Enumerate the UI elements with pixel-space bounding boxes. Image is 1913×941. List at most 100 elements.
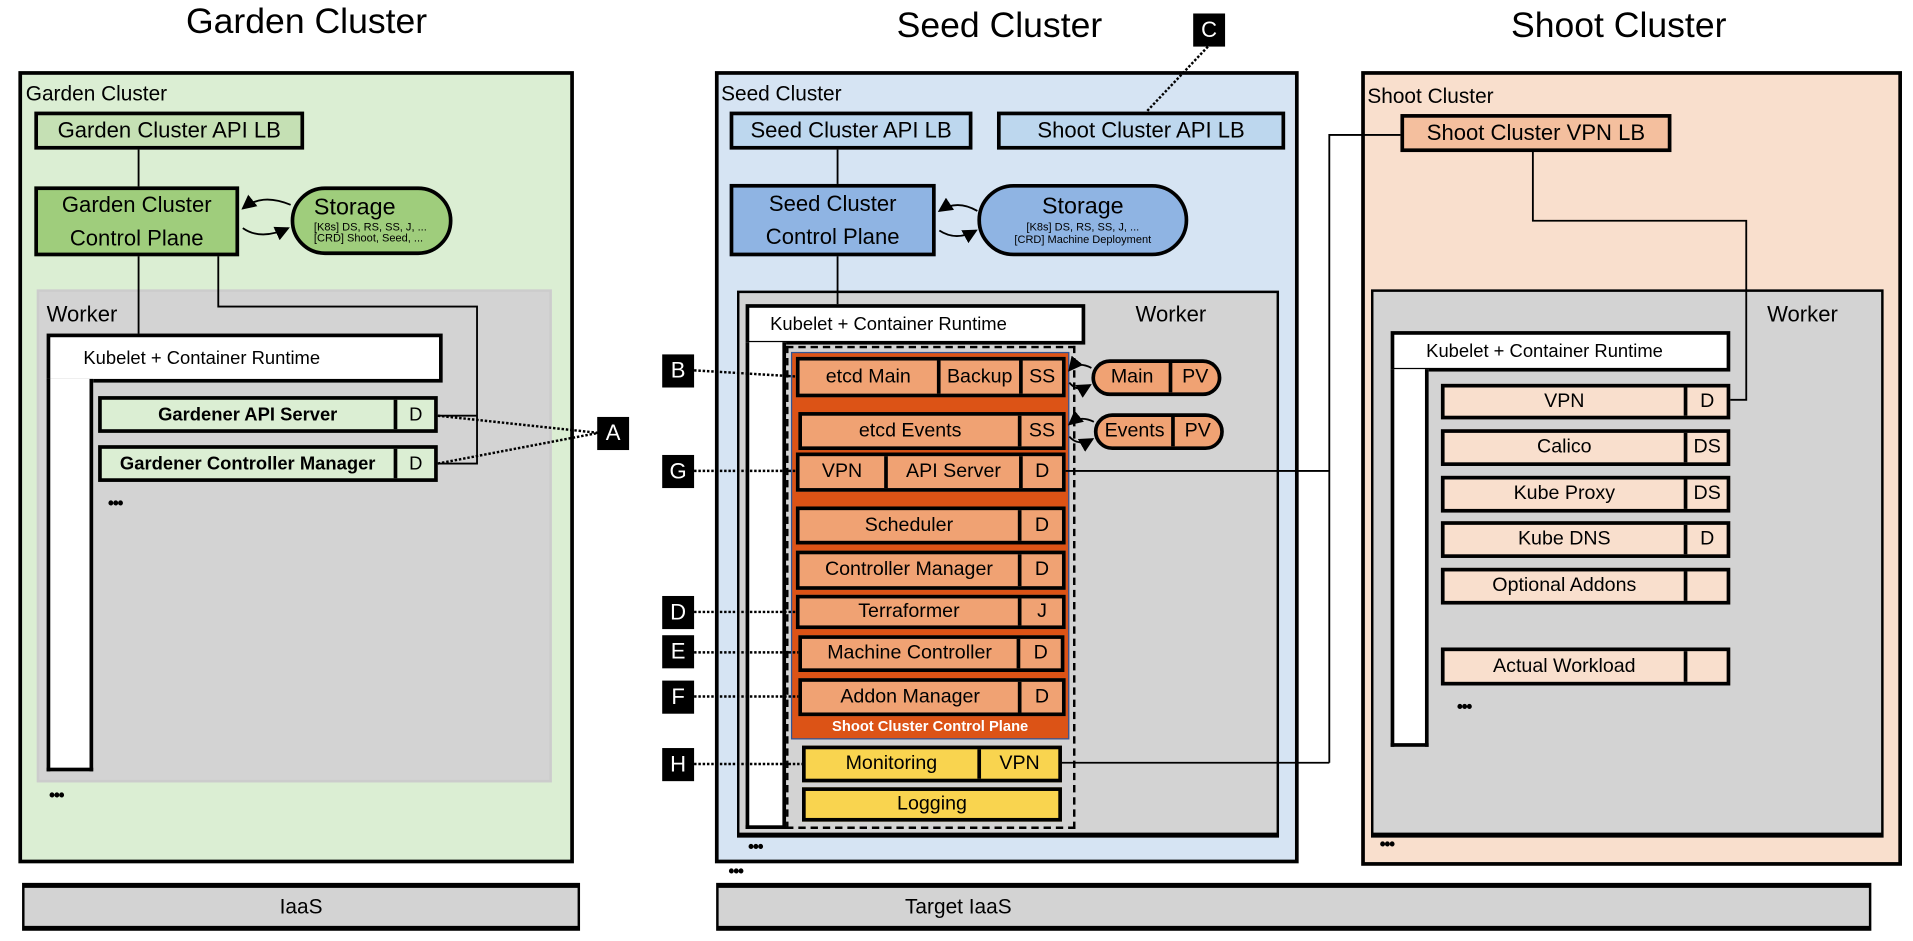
monitoring: Monitoring VPN (802, 745, 1062, 783)
callout-c: C (1193, 13, 1226, 47)
etcd-main: etcd Main Backup SS (795, 356, 1066, 398)
callout-d: D (662, 595, 695, 630)
callout-c-line (1145, 45, 1209, 113)
control-plane-line2: Control Plane (765, 223, 900, 249)
component-type: D (1700, 528, 1715, 550)
control-plane-line2: Control Plane (69, 225, 204, 250)
kubelet-label: Kubelet + Container Runtime (83, 347, 321, 369)
garden-title: Garden Cluster (185, 2, 428, 42)
component-name: Kube DNS (1445, 524, 1688, 555)
component-name: etcd Main (800, 360, 941, 394)
garden-cluster-label: Garden Cluster (25, 82, 168, 106)
component-name: Scheduler (800, 510, 1022, 541)
component-type: DS (1693, 483, 1721, 505)
component-type: D (1035, 461, 1050, 482)
component-name: Kube Proxy (1445, 479, 1688, 509)
callout-g: G (662, 454, 695, 489)
garden-cluster-ellipsis: ••• (49, 784, 65, 805)
garden-storage: Storage [K8s] DS, RS, SS, J, ... [CRD] S… (290, 186, 453, 256)
shoot-cluster-label: Shoot Cluster (1367, 84, 1494, 108)
component-name: Calico (1445, 432, 1688, 463)
seed-kubelet: Kubelet + Container Runtime (745, 304, 1086, 345)
shoot-control-plane-namespace (786, 345, 1076, 829)
kube-proxy: Kube Proxy DS (1440, 475, 1731, 513)
shoot-vpn-lb: Shoot Cluster VPN LB (1400, 114, 1672, 153)
component-type: SS (1028, 420, 1056, 441)
addon-manager: Addon Manager D (798, 678, 1066, 717)
terraformer: Terraformer J (795, 594, 1066, 630)
shoot-control-plane-label: Shoot Cluster Control Plane (832, 717, 1029, 735)
component-name: Optional Addons (1445, 571, 1688, 601)
line-shoot-lb-to-vpn (1531, 152, 1748, 401)
shoot-kubelet-bar (1390, 369, 1429, 747)
volume-arrow (1068, 355, 1092, 372)
scheduler: Scheduler D (795, 506, 1066, 545)
kubelet-label: Kubelet + Container Runtime (770, 313, 1007, 335)
component-type: D (1700, 390, 1715, 412)
garden-iaas: IaaS (22, 882, 581, 931)
shoot-worker-label: Worker (1767, 301, 1838, 327)
component-type: DS (1693, 436, 1721, 458)
callout-a-lines (437, 414, 599, 465)
seed-kubelet-bar (745, 342, 787, 829)
storage-title: Storage (313, 194, 396, 221)
component-name: Addon Manager (802, 681, 1023, 713)
storage-line: [CRD] Shoot, Seed, ... (313, 232, 424, 245)
storage-arrow (242, 226, 290, 241)
vpn-sidecar: VPN (800, 456, 889, 489)
seed-worker-ellipsis: ••• (748, 836, 764, 856)
component-name: Logging (897, 793, 967, 815)
volume-name: Events (1098, 416, 1176, 447)
garden-api-lb: Garden Cluster API LB (34, 111, 305, 150)
component-type: D (1034, 686, 1050, 707)
component-name: etcd Events (802, 415, 1023, 447)
seed-control-plane: Seed Cluster Control Plane (729, 183, 936, 257)
volume-type: PV (1184, 420, 1211, 442)
storage-line: [K8s] DS, RS, SS, J, ... (313, 220, 427, 233)
gardener-controller-manager: Gardener Controller Manager D (98, 445, 438, 482)
shoot-title: Shoot Cluster (1510, 6, 1727, 46)
seed-cluster-ellipsis: ••• (728, 860, 744, 881)
volume-arrow (1068, 435, 1095, 452)
component-name: Monitoring (806, 749, 981, 779)
garden-control-plane: Garden Cluster Control Plane (34, 186, 240, 257)
api-server: VPN API Server D (795, 452, 1066, 492)
component-name: VPN (1445, 387, 1688, 416)
controller-manager: Controller Manager D (795, 550, 1066, 590)
component-name: Controller Manager (800, 554, 1022, 587)
garden-worker-ellipsis: ••• (107, 492, 124, 513)
shoot-vpn: VPN D (1440, 383, 1731, 420)
component-name: API Server (888, 456, 1023, 489)
etcd-main-volume: Main PV (1091, 359, 1222, 397)
storage-line: [CRD] Machine Deployment (1014, 233, 1152, 246)
component-name: Terraformer (800, 598, 1022, 626)
callout-f: F (662, 680, 695, 714)
actual-workload: Actual Workload (1440, 647, 1731, 686)
volume-arrow (1067, 410, 1095, 426)
kube-dns: Kube DNS D (1440, 521, 1731, 558)
machine-controller: Machine Controller D (798, 635, 1065, 673)
component-type: J (1037, 600, 1047, 622)
volume-arrow (1068, 381, 1092, 398)
control-plane-line1: Garden Cluster (61, 193, 212, 218)
calico: Calico DS (1440, 429, 1731, 466)
component-name: Gardener API Server (102, 399, 398, 430)
shoot-worker (1371, 289, 1884, 838)
logging: Logging (802, 787, 1062, 822)
seed-worker-label: Worker (1135, 301, 1207, 327)
component-type: D (409, 453, 423, 474)
callout-a: A (597, 416, 630, 451)
garden-worker-label: Worker (46, 301, 118, 327)
component-name: Gardener Controller Manager (102, 448, 398, 479)
seed-storage: Storage [K8s] DS, RS, SS, J, ... [CRD] M… (977, 183, 1189, 257)
storage-arrow (938, 229, 978, 244)
storage-arrow (241, 194, 291, 210)
etcd-events: etcd Events SS (798, 412, 1066, 451)
control-plane-line1: Seed Cluster (768, 191, 897, 217)
gardener-api-server: Gardener API Server D (98, 396, 438, 433)
garden-kubelet: Kubelet + Container Runtime (46, 333, 443, 383)
component-type: D (1034, 559, 1050, 581)
callout-b: B (662, 354, 695, 388)
